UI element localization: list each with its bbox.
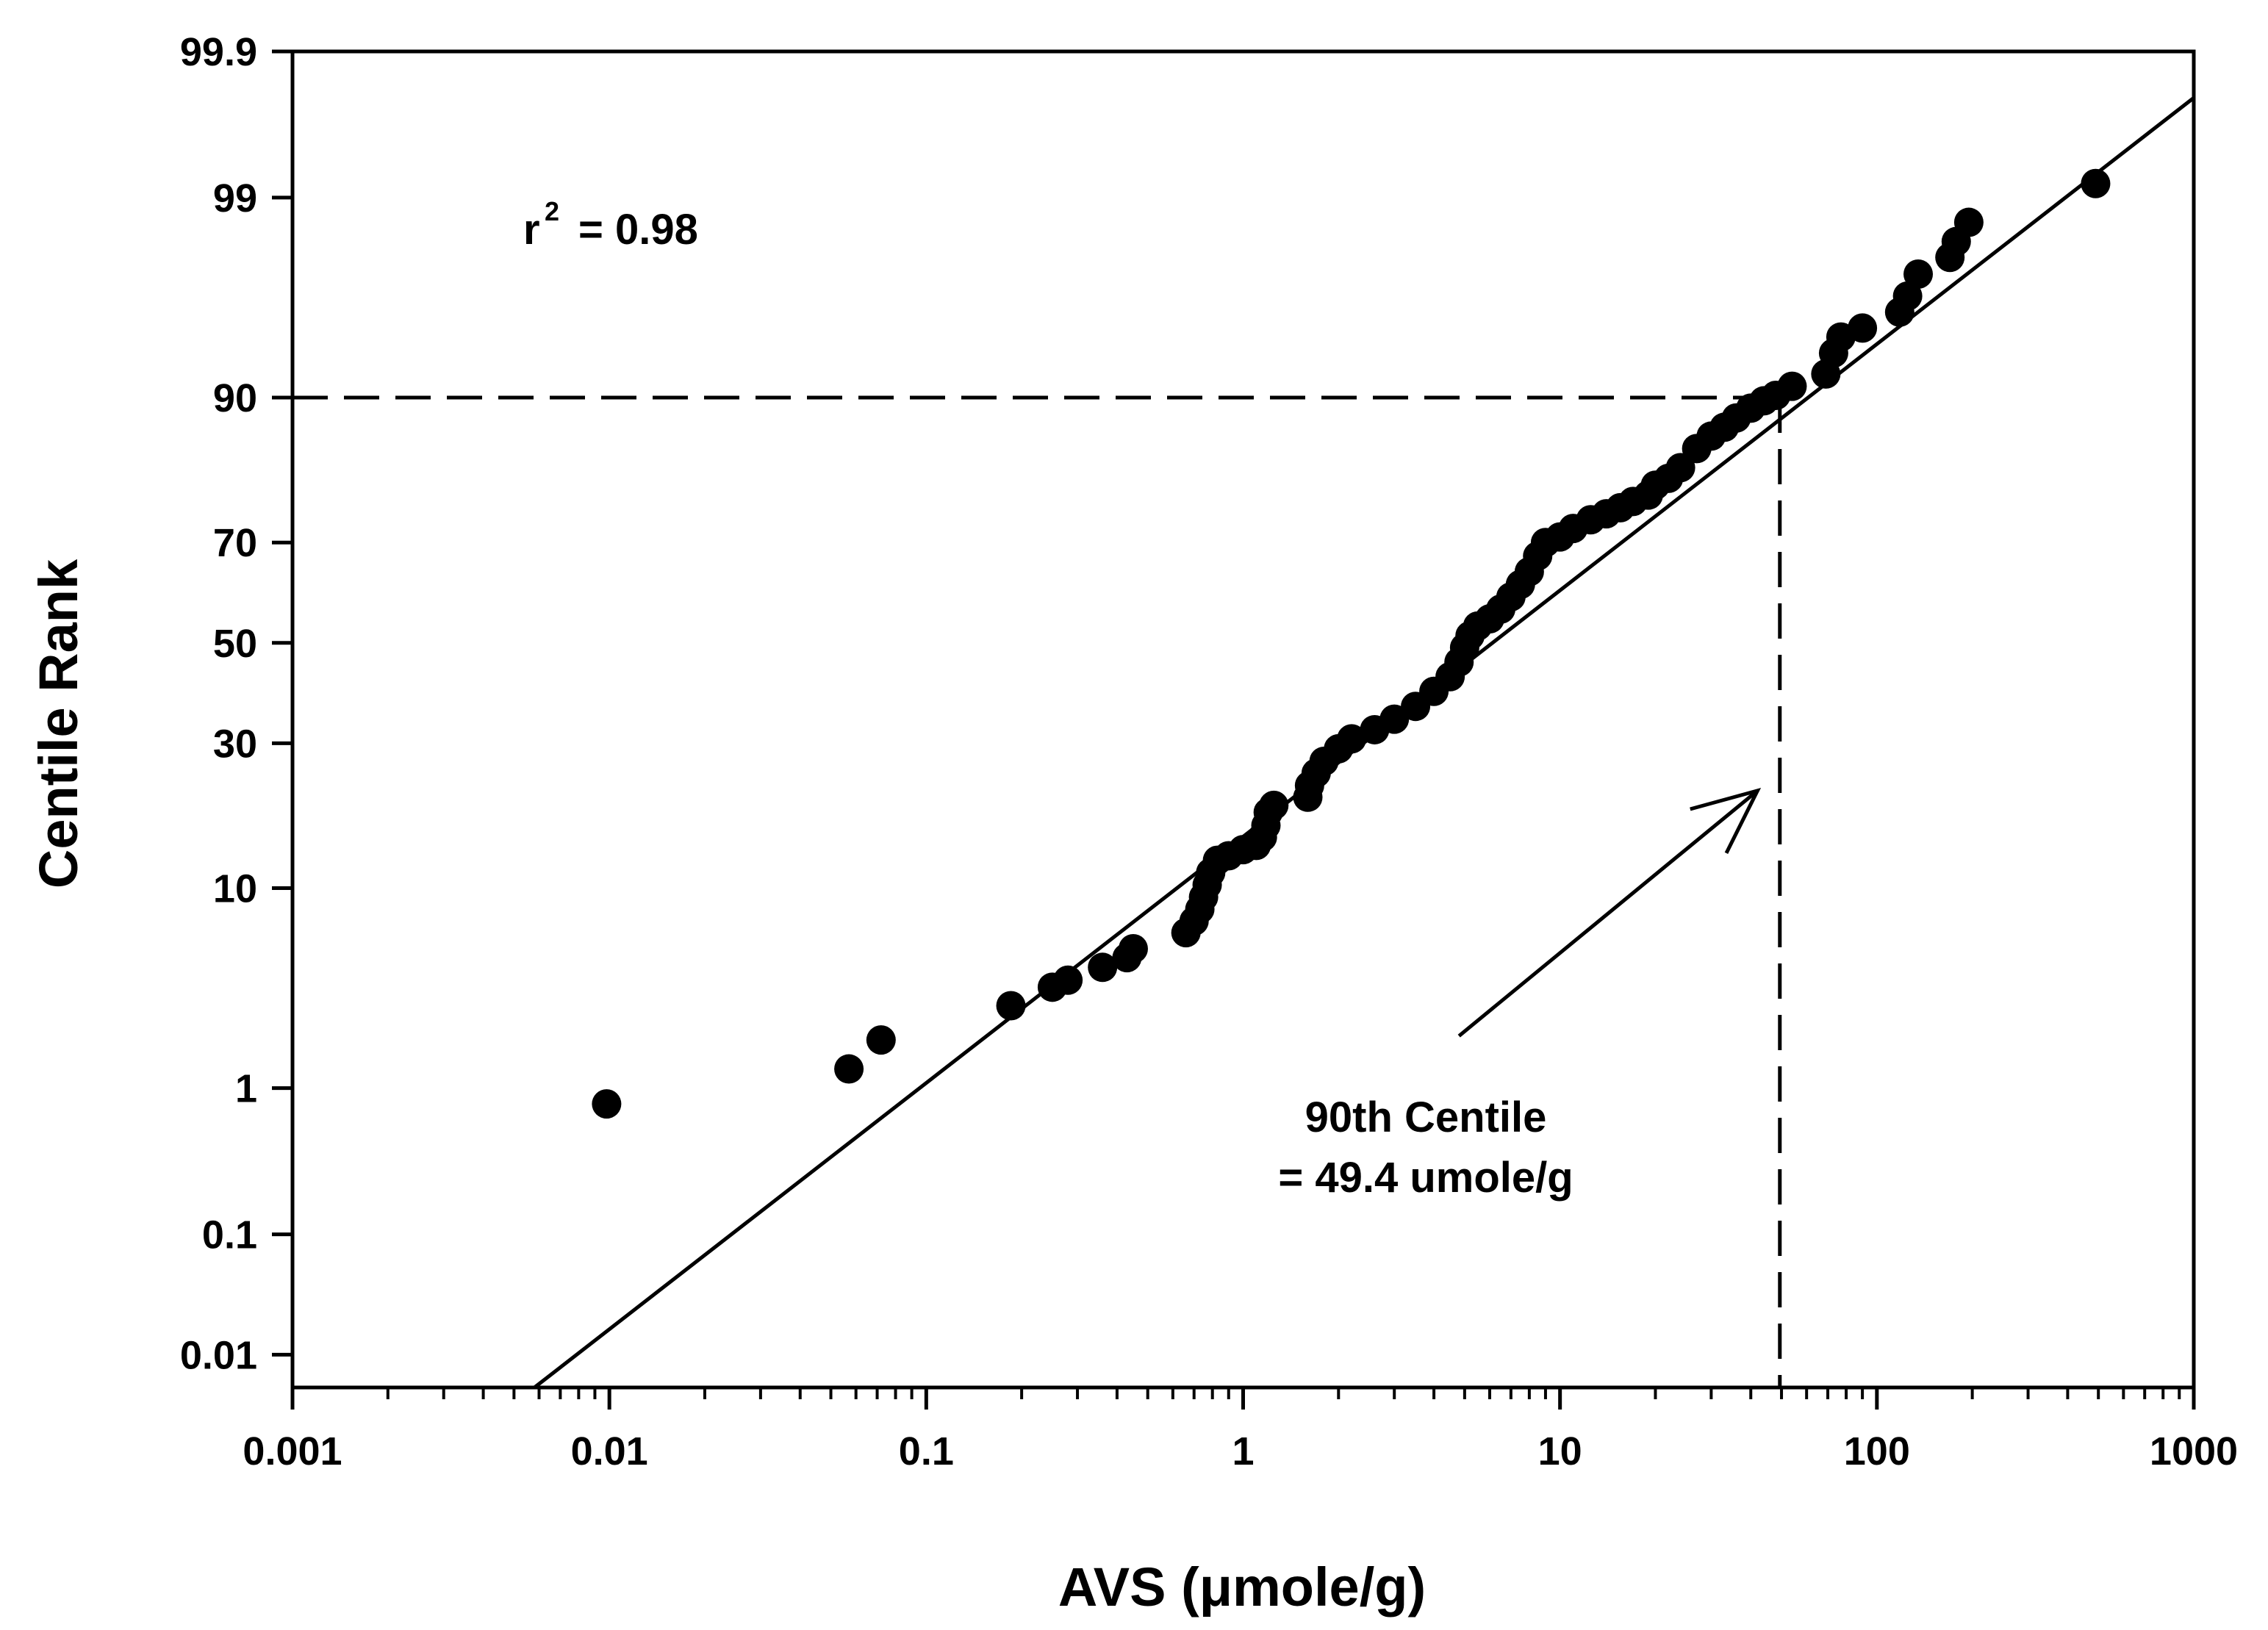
y-tick-label: 70: [213, 521, 257, 565]
data-point: [2081, 168, 2111, 198]
data-point: [1892, 281, 1923, 311]
data-point: [1665, 453, 1695, 483]
x-tick-label: 10: [1538, 1429, 1582, 1473]
data-point: [866, 1025, 896, 1055]
data-point: [592, 1089, 622, 1119]
r-squared-symbol: r: [523, 206, 540, 254]
x-axis-title: AVS (μmole/g): [1058, 1557, 1426, 1618]
data-point: [1118, 933, 1148, 963]
r-squared-value: = 0.98: [578, 206, 698, 254]
reference-lines: [293, 395, 1782, 1387]
y-axis-ticks: 0.01 0.1 1 10 30 50 70 90 99 99.9: [180, 30, 293, 1377]
data-point: [1379, 704, 1410, 734]
data-point: [1903, 259, 1934, 289]
data-point: [1848, 313, 1878, 343]
y-tick-label: 99.9: [180, 30, 257, 74]
data-point: [1088, 952, 1118, 983]
arrow-shaft: [1457, 789, 1759, 1038]
y-tick-label: 1: [235, 1067, 257, 1111]
y-tick-label: 0.01: [180, 1333, 257, 1377]
x-tick-label: 0.001: [243, 1429, 342, 1473]
y-tick-label: 30: [213, 722, 257, 766]
y-tick-label: 90: [213, 376, 257, 420]
annotation-arrow: [1457, 787, 1762, 1038]
x-tick-label: 0.01: [571, 1429, 648, 1473]
data-point: [1777, 371, 1807, 401]
x-tick-label: 1: [1232, 1429, 1254, 1473]
x-axis-ticks: 0.001 0.01 0.1 1 10 100 1000: [243, 1387, 2238, 1473]
data-point: [1953, 207, 1984, 237]
centile-annotation-line1: 90th Centile: [1305, 1094, 1547, 1141]
y-tick-label: 0.1: [202, 1213, 257, 1257]
x-tick-label: 1000: [2150, 1429, 2238, 1473]
y-tick-label: 50: [213, 622, 257, 666]
x-tick-label: 100: [1844, 1429, 1910, 1473]
y-tick-label: 10: [213, 867, 257, 911]
data-points: [592, 168, 2111, 1119]
data-point: [1053, 965, 1083, 995]
centile-annotation-line2: = 49.4 umole/g: [1278, 1154, 1573, 1202]
data-point: [1259, 790, 1289, 820]
y-tick-label: 99: [213, 176, 257, 220]
r-squared-annotation: r 2 = 0.98: [523, 196, 698, 254]
r-squared-superscript: 2: [545, 196, 559, 226]
data-point: [996, 991, 1026, 1021]
arrow-head: [1690, 787, 1762, 854]
x-tick-label: 0.1: [899, 1429, 954, 1473]
y-axis-title: Centile Rank: [28, 559, 89, 888]
data-point: [834, 1054, 864, 1084]
data-point: [1337, 724, 1367, 754]
